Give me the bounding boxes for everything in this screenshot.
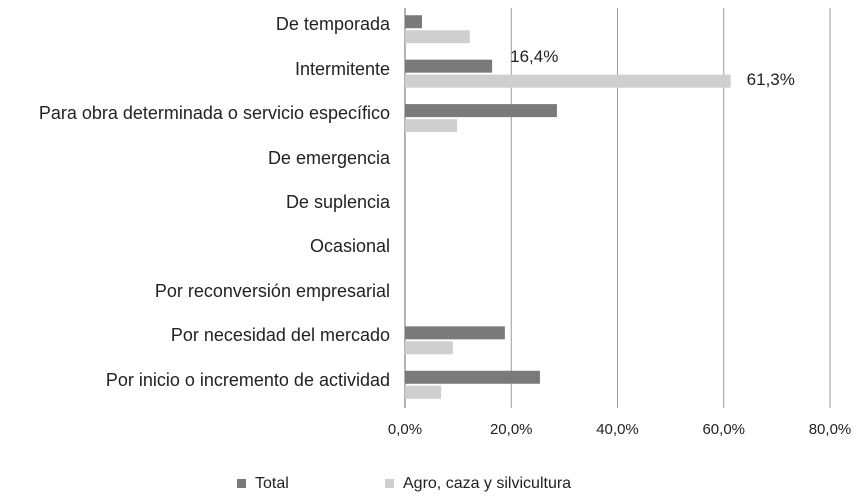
bar [405, 341, 453, 355]
bar [405, 74, 731, 88]
x-tick-label: 0,0% [388, 421, 422, 438]
y-tick-label: De suplencia [285, 192, 390, 212]
y-tick-label: Para obra determinada o servicio específ… [38, 103, 390, 124]
bar [405, 370, 540, 384]
legend-label: Agro, caza y silvicultura [403, 475, 571, 492]
legend-swatch [237, 479, 246, 488]
legend-label: Total [255, 475, 289, 492]
bar [405, 119, 458, 133]
y-tick-label: Por reconversión empresarial [154, 280, 390, 301]
y-tick-label: De temporada [275, 14, 390, 35]
y-tick-label: Intermitente [294, 58, 390, 79]
legend-swatch [385, 479, 394, 488]
bar [405, 104, 557, 118]
bar [405, 30, 470, 44]
bar [405, 326, 505, 340]
x-tick-label: 60,0% [702, 421, 745, 438]
bar [405, 59, 493, 73]
y-tick-label: De emergencia [267, 147, 390, 168]
y-tick-label: Por necesidad del mercado [170, 325, 390, 346]
bar [405, 385, 442, 399]
bar [405, 15, 422, 29]
data-label: 16,4% [510, 47, 558, 66]
x-tick-label: 40,0% [596, 421, 639, 438]
x-tick-label: 20,0% [490, 421, 533, 438]
x-tick-label: 80,0% [809, 421, 852, 438]
y-tick-label: Por inicio o incremento de actividad [105, 369, 390, 390]
y-tick-label: Ocasional [309, 236, 390, 257]
data-label: 61,3% [747, 70, 795, 89]
